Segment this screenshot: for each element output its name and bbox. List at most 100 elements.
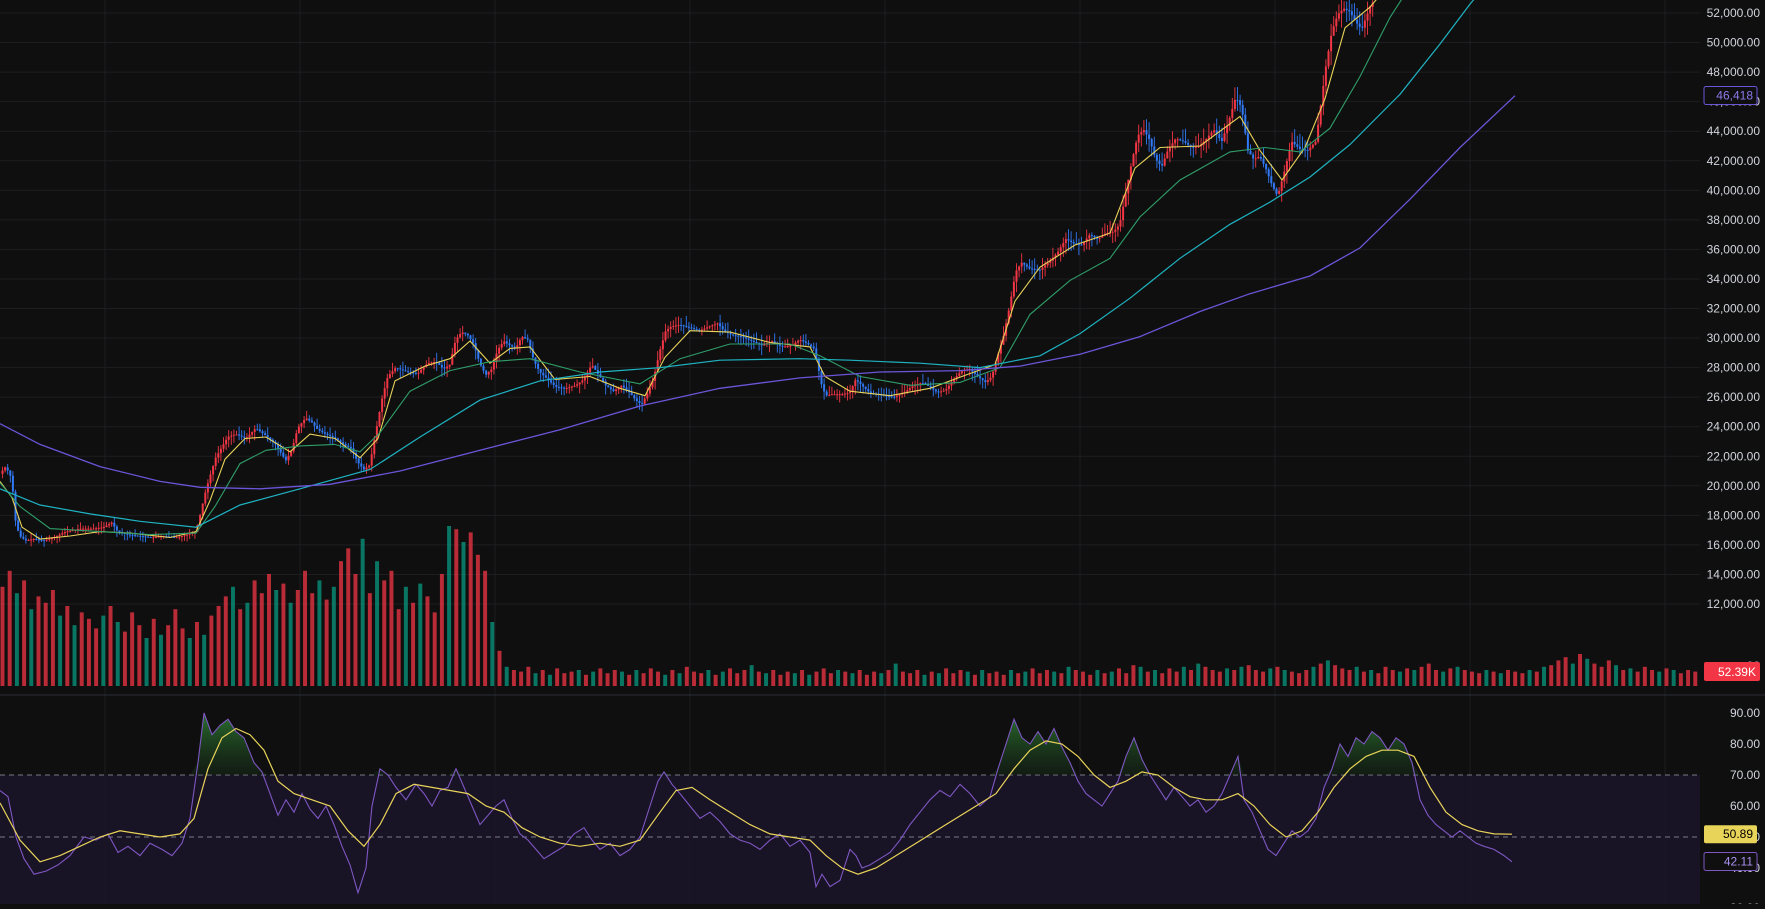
price-tick-label: 34,000.00 [1707,272,1761,286]
volume-bar [418,583,423,686]
candle-body [212,466,215,475]
candle-body [1111,231,1114,233]
candle-body [136,535,139,537]
candle-body [960,370,963,374]
candle-body [1129,166,1132,180]
volume-bar [800,670,805,686]
candle-body [550,380,553,383]
volume-bar [1131,665,1136,686]
volume-bar [108,606,113,686]
volume-bar [749,665,754,686]
candle-body [89,528,92,530]
candle-body [1252,154,1255,159]
candle-body [487,372,490,375]
volume-bar [1225,668,1230,686]
volume-bar [893,663,898,686]
candle-body [1122,206,1125,221]
candle-body [940,391,943,393]
candle-body [105,525,108,528]
candle-body [438,362,441,366]
candle-body [323,432,326,434]
volume-bar [605,673,610,686]
candle-body [22,536,25,539]
volume-bar [1520,673,1525,686]
candle-body [1062,243,1065,248]
candle-body [295,433,298,443]
volume-bar [101,615,106,686]
candle-body [1298,146,1301,149]
candle-body [269,437,272,440]
moving-averages-layer [0,0,1516,540]
candle-body [609,387,612,390]
volume-bar [1585,658,1590,686]
candle-body [706,327,709,329]
volume-bar [1498,673,1503,686]
volume-bar [1635,671,1640,686]
volume-bar [641,673,646,686]
volume-bar [1405,668,1410,686]
candle-body [1358,23,1361,27]
candle-body [794,342,797,345]
candle-body [326,433,329,435]
candle-body [929,385,932,388]
volume-bar [151,618,156,686]
candle-body [357,458,360,464]
candle-body [1293,141,1296,145]
volume-bar [1419,666,1424,686]
candle-body [1090,235,1093,237]
volume-bar [576,670,581,686]
candle-body [898,394,901,396]
candle-body [95,528,98,530]
candle-body [100,527,103,529]
volume-bar [1102,673,1107,686]
candle-body [6,467,9,471]
candle-body [1213,130,1216,133]
volume-bar [1008,670,1013,686]
candle-body [342,442,345,444]
volume-bar [972,674,977,686]
candle-body [703,328,706,330]
candle-body [693,328,696,330]
candle-body [615,389,618,392]
candle-body [498,347,501,354]
candle-body [238,434,241,436]
candle-body [1278,191,1281,194]
candle-body [1135,142,1138,155]
candle-body [27,539,30,541]
volume-bar [1469,671,1474,686]
candle-body [446,366,449,369]
candle-body [516,345,519,348]
candle-body [152,537,155,539]
volume-bar [1203,666,1208,686]
candle-body [784,346,787,348]
candle-body [461,332,464,335]
candle-body [347,445,350,447]
candle-body [1215,130,1218,135]
candle-body [477,350,480,359]
volume-bar [216,606,221,686]
candle-body [141,536,144,538]
candle-body [139,535,142,537]
candle-body [526,338,529,340]
candle-body [1309,147,1312,151]
candle-body [154,536,157,538]
candle-body [118,530,121,533]
candle-body [1070,240,1073,243]
candle-body [680,324,683,326]
candle-body [1366,13,1369,21]
volume-bar [29,609,34,686]
candle-body [69,530,72,532]
candle-body [87,528,90,530]
candle-body [313,422,316,426]
candle-body [859,381,862,385]
candle-body [297,426,300,434]
candle-body [1187,142,1190,145]
volume-bar [497,650,502,686]
candle-body [602,377,605,382]
volume-bar [324,599,329,686]
candle-body [815,348,818,359]
volume-bar [828,673,833,686]
candle-body [1174,139,1177,144]
